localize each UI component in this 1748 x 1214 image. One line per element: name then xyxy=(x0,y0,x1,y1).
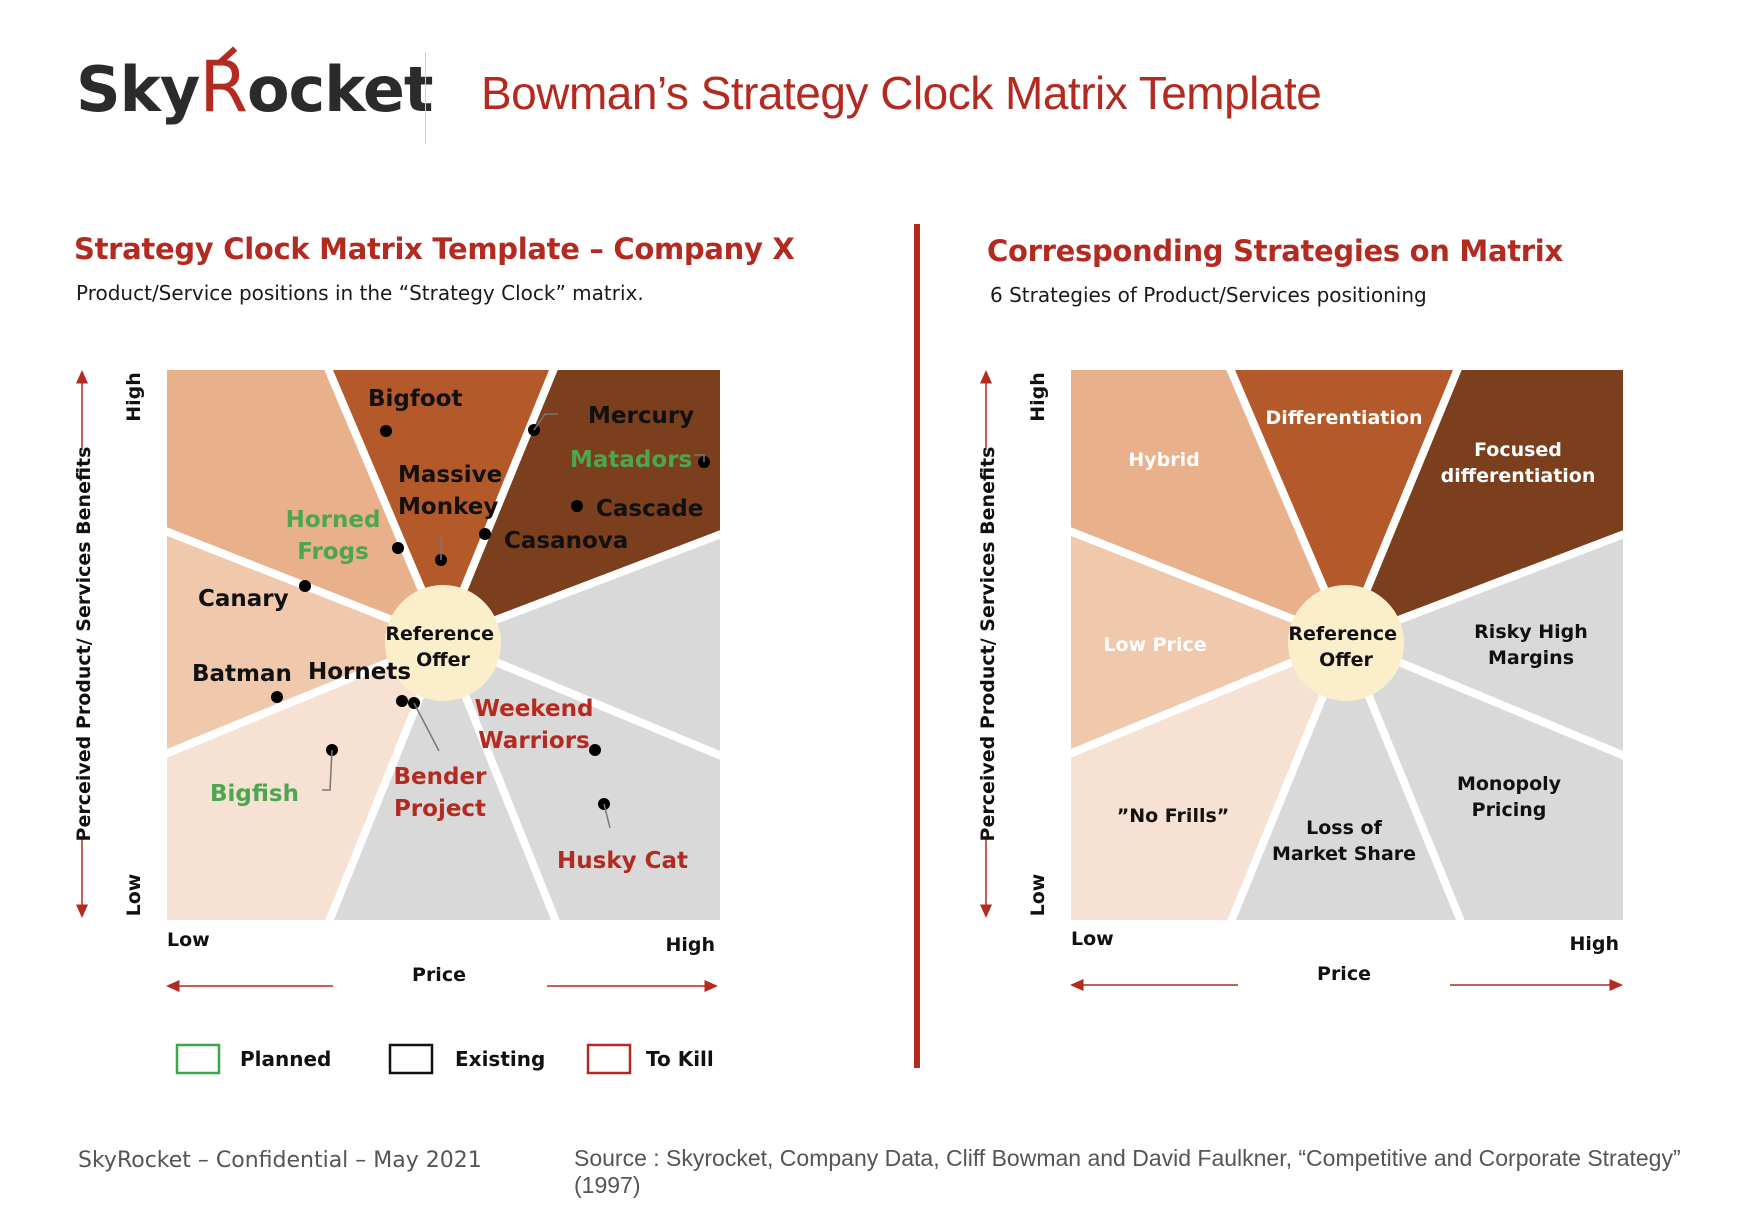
right-strategy-clock: Reference Offer Differentiation Hybrid F… xyxy=(977,364,1629,991)
footer-source: Source : Skyrocket, Company Data, Cliff … xyxy=(574,1145,1681,1198)
product-bender-project-line-2: Project xyxy=(394,796,486,822)
logo-text-ocket: ocket xyxy=(246,53,434,126)
marker-batman xyxy=(271,691,283,703)
right-x-axis-label: Price xyxy=(1317,963,1371,985)
status-legend: Planned Existing To Kill xyxy=(175,1043,714,1075)
product-bigfoot: Bigfoot xyxy=(368,386,462,412)
strategy-monopoly-pricing-line-1: Monopoly xyxy=(1457,773,1562,795)
left-x-axis-label: Price xyxy=(412,964,466,986)
product-batman: Batman xyxy=(192,661,292,687)
marker-canary xyxy=(299,580,311,592)
right-reference-offer-label-1: Reference xyxy=(1288,623,1397,645)
strategy-loss-of-market-share-line-2: Market Share xyxy=(1272,843,1416,865)
segment-loss-of-market-share xyxy=(1232,640,1460,920)
right-x-low-label: Low xyxy=(1071,928,1114,950)
strategy-risky-high-margins-line-2: Margins xyxy=(1488,647,1574,669)
reference-offer-circle xyxy=(385,585,501,701)
right-axes: Perceived Product/ Services Benefits Hig… xyxy=(977,370,1623,991)
strategy-risky-high-margins-line-1: Risky High xyxy=(1474,621,1588,643)
product-bender-project-line-1: Bender xyxy=(394,764,488,790)
product-horned-frogs-line-2: Frogs xyxy=(297,539,369,565)
product-massive-monkey-line-2: Monkey xyxy=(398,494,498,520)
left-y-high-label: High xyxy=(123,372,145,422)
skyrocket-logo: SkyRocket xyxy=(76,52,434,122)
logo-text-sky: Sky xyxy=(76,53,200,126)
segment-no-frills xyxy=(167,640,443,920)
product-husky-cat: Husky Cat xyxy=(557,848,688,874)
right-reference-offer-label-2: Offer xyxy=(1319,649,1373,671)
segment-low-price xyxy=(167,530,443,755)
strategy-loss-of-market-share-line-1: Loss of xyxy=(1306,817,1382,839)
marker-casanova xyxy=(479,528,491,540)
marker-horned-frogs xyxy=(392,542,404,554)
product-horned-frogs-line-1: Horned xyxy=(286,507,381,533)
segment-monopoly-pricing xyxy=(1346,640,1623,920)
product-markers xyxy=(271,413,710,829)
product-mercury: Mercury xyxy=(588,403,694,429)
product-casanova: Casanova xyxy=(504,528,628,554)
left-panel-title: Strategy Clock Matrix Template – Company… xyxy=(74,232,795,266)
strategy-focused-differentiation-line-1: Focused xyxy=(1474,439,1562,461)
left-strategy-clock: Reference Offer Bigfoot Mercury Matadors… xyxy=(73,364,726,1075)
left-y-low-label: Low xyxy=(123,874,145,917)
strategy-monopoly-pricing-line-2: Pricing xyxy=(1472,799,1547,821)
segment-hybrid xyxy=(1071,370,1346,640)
product-canary: Canary xyxy=(198,586,289,612)
segment-differentiation xyxy=(1229,370,1459,640)
left-panel-subtitle: Product/Service positions in the “Strate… xyxy=(76,281,644,305)
right-y-low-label: Low xyxy=(1027,874,1049,917)
strategy-differentiation: Differentiation xyxy=(1266,407,1423,429)
segment-no-frills xyxy=(1071,640,1346,920)
logo-text-r: R xyxy=(199,46,248,128)
product-matadors: Matadors xyxy=(570,447,692,473)
product-cascade: Cascade xyxy=(596,496,703,522)
header-divider xyxy=(425,52,426,144)
segment-focused-differentiation xyxy=(1346,370,1623,640)
reference-offer-label-2: Offer xyxy=(416,649,470,671)
legend-existing-label: Existing xyxy=(455,1047,545,1071)
strategy-low-price: Low Price xyxy=(1103,634,1206,656)
right-y-axis-label: Perceived Product/ Services Benefits xyxy=(977,447,999,842)
legend-planned-swatch xyxy=(175,1043,221,1075)
segment-risky-high-margins xyxy=(1346,535,1623,755)
reference-offer-circle xyxy=(1288,585,1404,701)
legend-planned-label: Planned xyxy=(240,1047,331,1071)
marker-bigfoot xyxy=(380,425,392,437)
segment-low-price xyxy=(1071,530,1346,755)
left-x-low-label: Low xyxy=(167,929,210,951)
strategy-no-frills: ”No Frills” xyxy=(1117,805,1230,827)
legend-to-kill-label: To Kill xyxy=(646,1047,714,1071)
footer-confidential: SkyRocket – Confidential – May 2021 xyxy=(78,1148,482,1173)
product-massive-monkey-line-1: Massive xyxy=(398,462,502,488)
right-y-high-label: High xyxy=(1027,372,1049,422)
segment-loss-of-market-share xyxy=(330,640,555,920)
reference-offer-label-1: Reference xyxy=(385,623,494,645)
svg-text:Reference Offer: Reference Offer xyxy=(1288,623,1403,671)
legend-existing-swatch xyxy=(388,1043,434,1075)
left-x-high-label: High xyxy=(665,934,715,956)
segment-monopoly-pricing xyxy=(443,640,720,920)
segment-differentiation xyxy=(327,370,555,640)
product-weekend-warriors-line-1: Weekend xyxy=(475,696,594,722)
marker-weekend-warriors xyxy=(589,744,601,756)
right-panel-subtitle: 6 Strategies of Product/Services positio… xyxy=(990,283,1427,307)
marker-hornets-1 xyxy=(396,695,408,707)
strategy-hybrid: Hybrid xyxy=(1128,449,1199,471)
panel-divider xyxy=(914,224,920,1068)
right-x-high-label: High xyxy=(1569,933,1619,955)
left-axes: Perceived Product/ Services Benefits Hig… xyxy=(73,370,718,992)
page-title: Bowman’s Strategy Clock Matrix Template xyxy=(481,67,1322,119)
product-weekend-warriors-line-2: Warriors xyxy=(478,728,589,754)
segment-hybrid xyxy=(167,370,443,640)
segment-risky-high-margins xyxy=(443,535,720,755)
svg-text:Reference Offer: Reference Offer xyxy=(385,623,500,671)
right-panel-title: Corresponding Strategies on Matrix xyxy=(987,234,1563,268)
strategy-focused-differentiation-line-2: differentiation xyxy=(1441,465,1596,487)
marker-cascade xyxy=(571,500,583,512)
legend-to-kill-swatch xyxy=(586,1043,632,1075)
product-hornets: Hornets xyxy=(308,659,411,685)
product-bigfish: Bigfish xyxy=(210,781,299,807)
left-y-axis-label: Perceived Product/ Services Benefits xyxy=(73,447,95,842)
